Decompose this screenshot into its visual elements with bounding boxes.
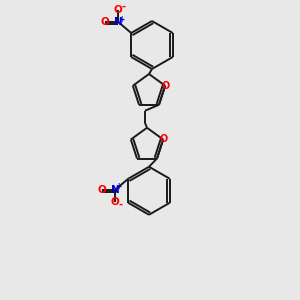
Text: O: O: [98, 185, 106, 195]
Text: O: O: [101, 17, 110, 27]
Text: O: O: [161, 81, 169, 91]
Text: O: O: [159, 134, 167, 145]
Text: +: +: [115, 182, 121, 191]
Text: +: +: [118, 14, 124, 23]
Text: N: N: [111, 185, 120, 195]
Text: N: N: [114, 17, 123, 27]
Text: O: O: [114, 5, 123, 15]
Text: O: O: [111, 197, 120, 207]
Text: -: -: [118, 200, 122, 210]
Text: -: -: [121, 2, 125, 12]
